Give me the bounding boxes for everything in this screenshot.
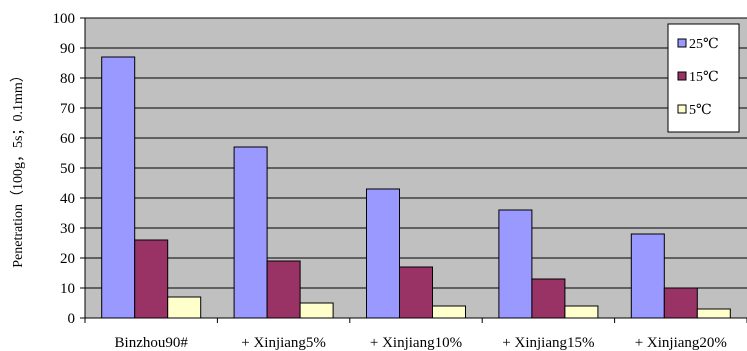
x-axis: Binzhou90# + Xinjiang5% + Xinjiang10% + Xin… (84, 317, 747, 351)
x-tick-label: Binzhou90# (115, 335, 189, 351)
bar (299, 302, 334, 319)
bar (167, 296, 202, 319)
bar (663, 287, 698, 319)
x-tick-label: + Xinjiang10% (370, 335, 462, 351)
legend: 25℃ 15℃ 5℃ (667, 23, 740, 133)
bar (432, 305, 466, 319)
y-tick-label: 50 (60, 161, 75, 177)
y-tick-label: 100 (53, 11, 76, 27)
y-tick-label: 30 (60, 221, 75, 237)
bar (134, 239, 169, 319)
bar (399, 266, 433, 319)
bar (366, 188, 400, 319)
legend-label: 5℃ (689, 103, 712, 118)
x-tick-label: + Xinjiang20% (635, 335, 727, 351)
bar (696, 308, 731, 319)
y-tick-label: 10 (60, 281, 75, 297)
y-tick-label: 40 (60, 191, 75, 207)
x-tick-label: + Xinjiang15% (502, 335, 594, 351)
y-axis: 0 10 20 30 40 50 60 70 80 90 100 (53, 11, 86, 327)
legend-swatch (677, 71, 687, 81)
gridlines (85, 17, 747, 289)
bar (564, 305, 599, 319)
y-tick-label: 90 (60, 41, 75, 57)
bar (531, 278, 566, 319)
legend-label: 15℃ (689, 70, 719, 85)
bar (101, 56, 136, 319)
bars-group (101, 56, 731, 319)
legend-swatch (677, 104, 687, 114)
legend-swatch (677, 38, 687, 48)
x-tick-label: + Xinjiang5% (241, 335, 326, 351)
bar (266, 260, 301, 319)
y-tick-label: 70 (60, 101, 75, 117)
bar (498, 209, 533, 319)
legend-label: 25℃ (689, 37, 719, 52)
y-tick-label: 0 (68, 311, 76, 327)
y-tick-label: 20 (60, 251, 75, 267)
bar (233, 146, 268, 319)
y-tick-label: 60 (60, 131, 75, 147)
y-axis-title: Penetration（100g，5s；0.1mm） (10, 68, 26, 268)
bar (630, 233, 665, 319)
y-tick-label: 80 (60, 71, 75, 87)
